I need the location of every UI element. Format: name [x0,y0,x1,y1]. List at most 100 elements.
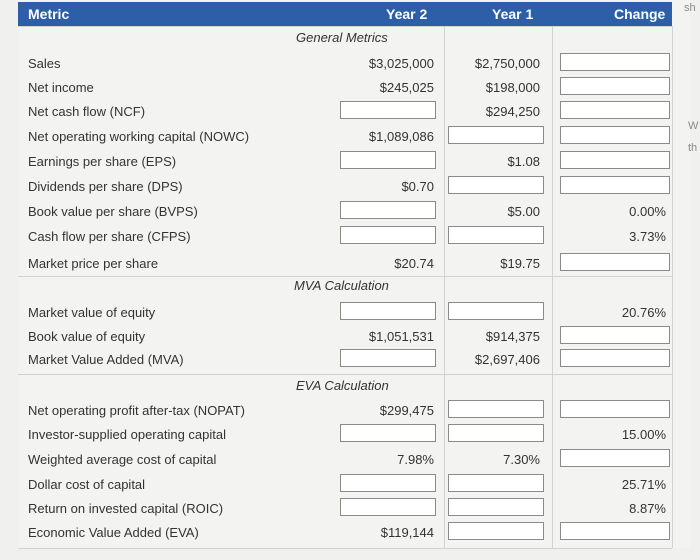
row-label: Market Value Added (MVA) [28,352,184,367]
year2-value: $1,089,086 [368,129,434,144]
change-input[interactable] [560,151,670,169]
year1-input[interactable] [448,522,544,540]
year1-value: $1.08 [507,154,540,169]
change-input[interactable] [560,326,670,344]
row-label: Book value per share (BVPS) [28,204,198,219]
row-cfps: Cash flow per share (CFPS) 3.73% [18,224,672,248]
year2-value: $245,025 [379,80,434,95]
year2-input[interactable] [340,302,436,320]
change-value: 8.87% [629,501,666,516]
year2-value: $119,144 [380,525,434,540]
section-mva-calculation: MVA Calculation [294,278,389,293]
row-label: Investor-supplied operating capital [28,427,227,442]
change-input[interactable] [560,522,670,540]
year2-value: $1,051,531 [368,329,434,344]
row-label: Economic Value Added (EVA) [28,525,199,540]
row-eva: Economic Value Added (EVA) $119,144 [18,520,672,544]
row-mva: Market Value Added (MVA) $2,697,406 [18,347,672,371]
year2-input[interactable] [340,474,436,492]
year1-value: $294,250 [485,104,540,119]
change-input[interactable] [560,349,670,367]
header-year2: Year 2 [386,6,428,22]
row-bvps: Book value per share (BVPS) $5.00 0.00% [18,199,672,223]
column-divider [552,26,553,548]
year1-value: 7.30% [503,452,540,467]
row-ncf: Net cash flow (NCF) $294,250 [18,99,672,123]
row-book-value-equity: Book value of equity $1,051,531 $914,375 [18,324,672,348]
row-nowc: Net operating working capital (NOWC) $1,… [18,124,672,148]
year2-input[interactable] [340,349,436,367]
year2-input[interactable] [340,201,436,219]
row-label: Earnings per share (EPS) [28,154,177,169]
year2-value: $3,025,000 [368,56,434,71]
row-label: Market value of equity [28,305,156,320]
year1-input[interactable] [448,400,544,418]
header-metric: Metric [28,6,70,22]
year1-value: $198,000 [485,80,540,95]
row-nopat: Net operating profit after-tax (NOPAT) $… [18,398,672,422]
change-input[interactable] [560,53,670,71]
change-value: 0.00% [629,204,666,219]
row-divider [18,26,672,27]
row-label: Market price per share [28,256,159,271]
year1-input[interactable] [448,474,544,492]
change-input[interactable] [560,449,670,467]
year2-value: $0.70 [401,179,434,194]
row-label: Book value of equity [28,329,146,344]
row-wacc: Weighted average cost of capital 7.98% 7… [18,447,672,471]
row-divider [18,374,672,375]
change-value: 20.76% [621,305,666,320]
row-dps: Dividends per share (DPS) $0.70 [18,174,672,198]
column-divider [672,26,673,548]
row-label: Net operating profit after-tax (NOPAT) [28,403,245,418]
change-input[interactable] [560,101,670,119]
clipped-edge-text: sh [684,2,696,14]
row-market-price: Market price per share $20.74 $19.75 [18,251,672,275]
year1-value: $914,375 [485,329,540,344]
row-label: Return on invested capital (ROIC) [28,501,224,516]
year2-input[interactable] [340,151,436,169]
row-market-value-equity: Market value of equity 20.76% [18,300,672,324]
year1-input[interactable] [448,176,544,194]
year1-input[interactable] [448,498,544,516]
year2-value: $20.74 [394,256,434,271]
change-input[interactable] [560,126,670,144]
change-value: 25.71% [621,477,666,492]
section-general-metrics: General Metrics [296,30,388,45]
year2-input[interactable] [340,424,436,442]
change-value: 3.73% [629,229,666,244]
year2-input[interactable] [340,498,436,516]
row-roic: Return on invested capital (ROIC) 8.87% [18,496,672,520]
year2-input[interactable] [340,226,436,244]
row-label: Weighted average cost of capital [28,452,217,467]
row-label: Sales [28,56,61,71]
year1-value: $2,697,406 [474,352,540,367]
row-net-income: Net income $245,025 $198,000 [18,75,672,99]
year1-input[interactable] [448,126,544,144]
clipped-edge-text: th [688,142,698,154]
year2-input[interactable] [340,101,436,119]
year1-input[interactable] [448,226,544,244]
row-divider [18,276,672,277]
change-input[interactable] [560,253,670,271]
year2-value: 7.98% [397,452,434,467]
change-input[interactable] [560,400,670,418]
year1-input[interactable] [448,302,544,320]
header-change: Change [614,6,666,22]
year2-value: $299,475 [379,403,434,418]
row-label: Net income [28,80,94,95]
year1-value: $5.00 [507,204,540,219]
year1-input[interactable] [448,424,544,442]
header-year1: Year 1 [492,6,534,22]
row-dollar-cost-capital: Dollar cost of capital 25.71% [18,472,672,496]
change-input[interactable] [560,176,670,194]
year1-value: $19.75 [500,256,540,271]
change-value: 15.00% [621,427,666,442]
year1-value: $2,750,000 [474,56,540,71]
row-label: Cash flow per share (CFPS) [28,229,191,244]
row-label: Net cash flow (NCF) [28,104,146,119]
row-eps: Earnings per share (EPS) $1.08 [18,149,672,173]
row-label: Dividends per share (DPS) [28,179,183,194]
row-divider [18,548,672,549]
change-input[interactable] [560,77,670,95]
